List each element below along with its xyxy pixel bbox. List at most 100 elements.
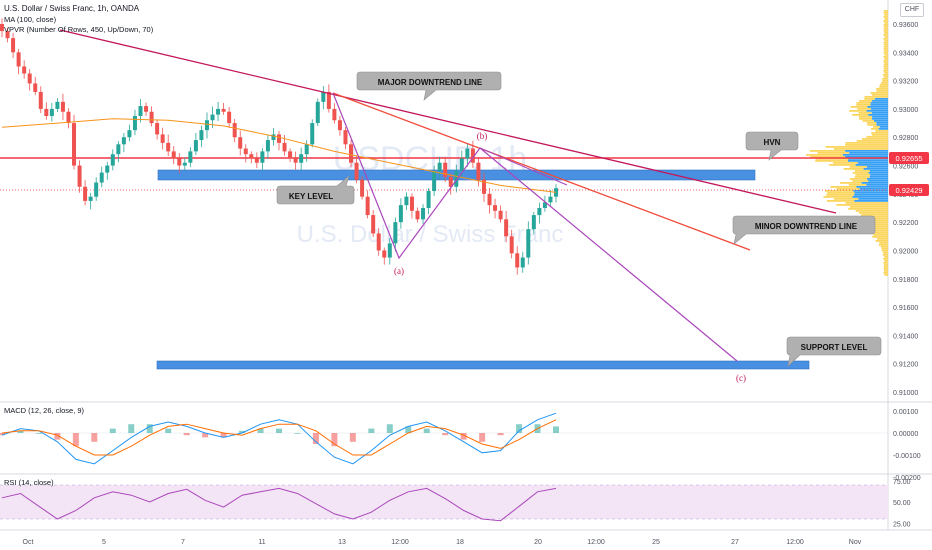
- candle-body: [548, 196, 553, 203]
- macd-histogram-bar: [91, 433, 98, 442]
- macd-histogram-bar: [202, 433, 209, 438]
- minor-downtrend-line[interactable]: [332, 92, 751, 251]
- vpvr-bar: [884, 22, 888, 24]
- vpvr-bar: [884, 58, 888, 60]
- vpvr-bar: [883, 34, 888, 36]
- candle-body: [432, 171, 437, 192]
- candle-body: [376, 233, 381, 251]
- vpvr-bar: [883, 10, 888, 12]
- candle-body: [520, 257, 525, 268]
- vpvr-bar: [830, 186, 857, 188]
- wave-b-label: (b): [477, 131, 488, 141]
- time-tick-label: 11: [258, 539, 265, 546]
- price-tick-label: 0.92000: [893, 248, 918, 255]
- rsi-band: [0, 485, 888, 519]
- vpvr-bar: [875, 240, 888, 242]
- candle-body: [94, 182, 99, 197]
- vpvr-bar: [852, 114, 869, 116]
- macd-histogram-bar: [331, 433, 338, 447]
- candle-body: [22, 66, 27, 74]
- vpvr-bar: [869, 228, 888, 230]
- support-level-zone[interactable]: [156, 360, 810, 370]
- ma-100-line: [1, 118, 557, 193]
- price-tick-label: 0.93600: [893, 22, 918, 29]
- candle-body: [321, 91, 326, 102]
- key-level-callout[interactable]: KEY LEVEL: [276, 175, 355, 205]
- candle-body: [337, 120, 342, 131]
- major-downtrend-callout[interactable]: MAJOR DOWNTREND LINE: [356, 71, 502, 101]
- candle-body: [288, 151, 293, 159]
- candle-body: [465, 148, 470, 159]
- vpvr-bar: [864, 98, 875, 100]
- candle-body: [204, 120, 209, 131]
- candle-body: [227, 111, 232, 124]
- minor-downtrend-callout[interactable]: MINOR DOWNTREND LINE: [732, 215, 876, 245]
- price-tick-label: 0.91800: [893, 277, 918, 284]
- vpvr-bar: [815, 158, 849, 160]
- hvn-callout[interactable]: HVN: [745, 131, 799, 161]
- candle-body: [476, 162, 481, 180]
- candle-body: [293, 158, 298, 163]
- price-axis[interactable]: 0.93600 0.93400 0.93200 0.93000 0.92800 0.926…: [893, 22, 918, 397]
- vpvr-bar: [842, 154, 888, 156]
- vpvr-bar: [855, 210, 888, 212]
- rsi-legend: RSI (14, close): [4, 478, 54, 487]
- vpvr-bar: [874, 98, 888, 100]
- candle-body: [232, 123, 237, 138]
- macd-histogram-bar: [109, 428, 116, 433]
- vpvr-bar: [866, 216, 888, 218]
- vpvr-bar: [870, 232, 888, 234]
- vpvr-bar: [856, 102, 871, 104]
- vpvr-bar: [857, 108, 872, 110]
- rsi-tick-label: 25.00: [893, 521, 911, 528]
- vpvr-bar: [861, 214, 888, 216]
- vpvr-bar: [883, 38, 888, 40]
- price-panel[interactable]: [0, 0, 888, 402]
- vpvr-bar: [836, 188, 860, 190]
- svg-text:0.92655: 0.92655: [895, 154, 922, 163]
- vpvr-bar: [866, 110, 888, 112]
- major-downtrend-line[interactable]: [59, 29, 837, 214]
- vpvr-bar: [864, 218, 888, 220]
- macd-panel[interactable]: [0, 412, 888, 465]
- vpvr-bar: [883, 60, 888, 62]
- price-label-last: 0.92429: [889, 184, 929, 196]
- candle-body: [299, 154, 304, 163]
- currency-badge[interactable]: CHF: [900, 3, 924, 17]
- vpvr-bar: [850, 106, 868, 108]
- macd-histogram-bar: [0, 433, 5, 436]
- vpvr-bar: [864, 96, 888, 98]
- vpvr-bar: [866, 222, 888, 224]
- candle-body: [38, 91, 43, 109]
- candle-body: [132, 116, 137, 131]
- candle-body: [426, 191, 431, 208]
- time-axis[interactable]: Oct 5 7 11 13 12:00 18 20 12:00 25 27 12:00 Nov: [23, 539, 862, 546]
- candle-body: [398, 205, 403, 223]
- vpvr-bar: [866, 166, 888, 168]
- candle-body: [421, 208, 426, 220]
- candle-body: [459, 158, 464, 172]
- vpvr-bar: [872, 116, 888, 118]
- vpvr-bar: [867, 226, 888, 228]
- vpvr-bar: [871, 132, 888, 134]
- price-tick-label: 0.91600: [893, 305, 918, 312]
- candle-body: [144, 106, 149, 112]
- price-tick-label: 0.91200: [893, 362, 918, 369]
- vpvr-bar: [867, 106, 888, 108]
- major-downtrend-text: MAJOR DOWNTREND LINE: [378, 78, 483, 87]
- vpvr-bar: [871, 134, 888, 136]
- vpvr-bar: [858, 118, 873, 120]
- vpvr-bar: [856, 186, 888, 188]
- vpvr-bar: [866, 122, 877, 124]
- candle-body: [254, 158, 259, 163]
- macd-tick-label: 0.00100: [893, 409, 918, 416]
- time-tick-label: 27: [731, 539, 739, 546]
- price-tick-label: 0.93000: [893, 107, 918, 114]
- candle-body: [83, 186, 88, 201]
- wave-b-extension: [479, 147, 568, 186]
- abc-wave-path[interactable]: [332, 92, 738, 362]
- candle-body: [249, 154, 254, 159]
- support-level-callout[interactable]: SUPPORT LEVEL: [786, 336, 882, 367]
- chart-title: U.S. Dollar / Swiss Franc, 1h, OANDA: [4, 4, 140, 13]
